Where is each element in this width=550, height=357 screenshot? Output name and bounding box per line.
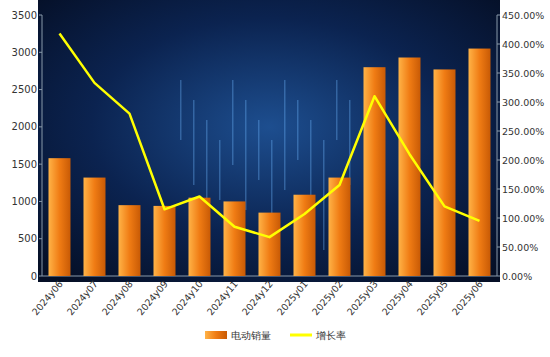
bar bbox=[154, 206, 176, 276]
y2-tick-label: 150.00% bbox=[502, 184, 544, 195]
y2-tick-label: 0.00% bbox=[502, 271, 532, 282]
y2-tick-label: 100.00% bbox=[502, 213, 544, 224]
decoration bbox=[180, 80, 182, 140]
y-tick-label: 2500 bbox=[12, 84, 37, 95]
background bbox=[38, 0, 500, 282]
y-axis bbox=[42, 15, 43, 276]
y-tick-label: 1000 bbox=[12, 196, 37, 207]
y2-tick bbox=[497, 15, 500, 16]
x-tick-label: 2025y06 bbox=[450, 278, 485, 317]
x-tick-label: 2024y11 bbox=[205, 278, 240, 317]
y-tick-label: 2000 bbox=[12, 121, 37, 132]
x-tick-label: 2024y09 bbox=[135, 278, 170, 317]
y-tick-label: 0 bbox=[31, 271, 37, 282]
decoration bbox=[336, 80, 338, 140]
y-tick bbox=[39, 15, 42, 16]
y-tick-label: 500 bbox=[18, 233, 37, 244]
y2-tick-label: 350.00% bbox=[502, 68, 544, 79]
x-tick-label: 2024y06 bbox=[30, 278, 65, 317]
decoration bbox=[193, 100, 195, 185]
y2-tick-label: 450.00% bbox=[502, 10, 544, 21]
legend-swatch bbox=[290, 334, 312, 337]
bar bbox=[469, 49, 491, 276]
y2-tick bbox=[497, 218, 500, 219]
y-tick-label: 3500 bbox=[12, 10, 37, 21]
bar bbox=[84, 178, 106, 276]
decoration bbox=[232, 80, 234, 165]
x-tick-label: 2025y03 bbox=[345, 278, 380, 317]
y2-tick bbox=[497, 189, 500, 190]
bar bbox=[119, 205, 141, 276]
y2-tick-label: 300.00% bbox=[502, 97, 544, 108]
y-tick bbox=[39, 238, 42, 239]
decoration bbox=[297, 100, 299, 160]
y2-axis bbox=[497, 15, 498, 276]
y2-tick-label: 400.00% bbox=[502, 39, 544, 50]
bar bbox=[224, 201, 246, 276]
y2-tick bbox=[497, 131, 500, 132]
bar bbox=[259, 213, 281, 276]
y-tick bbox=[39, 164, 42, 165]
y2-tick bbox=[497, 247, 500, 248]
y2-tick bbox=[497, 44, 500, 45]
y-tick bbox=[39, 276, 42, 277]
y-tick-label: 3000 bbox=[12, 47, 37, 58]
decoration bbox=[271, 140, 273, 225]
x-tick-label: 2024y10 bbox=[170, 278, 205, 317]
y-tick bbox=[39, 89, 42, 90]
y-tick-label: 1500 bbox=[12, 159, 37, 170]
decoration bbox=[310, 120, 312, 205]
decoration bbox=[323, 140, 325, 250]
bar bbox=[434, 69, 456, 276]
x-tick-label: 2024y08 bbox=[100, 278, 135, 317]
y-tick bbox=[39, 201, 42, 202]
x-tick-label: 2025y01 bbox=[275, 278, 310, 317]
x-tick-label: 2024y12 bbox=[240, 278, 275, 317]
y2-tick bbox=[497, 276, 500, 277]
bar bbox=[49, 158, 71, 276]
decoration bbox=[245, 100, 247, 210]
line bbox=[60, 34, 480, 238]
y2-tick-label: 250.00% bbox=[502, 126, 544, 137]
legend-label: 电动销量 bbox=[231, 330, 271, 341]
legend: 电动销量 增长率 bbox=[205, 330, 346, 341]
decoration bbox=[258, 120, 260, 180]
x-tick-label: 2025y04 bbox=[380, 278, 415, 317]
x-tick-label: 2025y05 bbox=[415, 278, 450, 317]
legend-swatch bbox=[205, 331, 227, 339]
plot-area bbox=[49, 34, 491, 276]
y-tick bbox=[39, 52, 42, 53]
y2-tick bbox=[497, 160, 500, 161]
x-tick-label: 2024y07 bbox=[65, 278, 100, 317]
y2-tick-label: 200.00% bbox=[502, 155, 544, 166]
legend-label: 增长率 bbox=[315, 330, 346, 341]
y-tick bbox=[39, 126, 42, 127]
y2-tick-label: 50.00% bbox=[502, 242, 538, 253]
decoration bbox=[349, 100, 351, 185]
y2-tick bbox=[497, 102, 500, 103]
y2-tick bbox=[497, 73, 500, 74]
decoration bbox=[219, 140, 221, 200]
bar bbox=[189, 198, 211, 276]
decoration bbox=[284, 80, 286, 190]
x-tick-label: 2025y02 bbox=[310, 278, 345, 317]
